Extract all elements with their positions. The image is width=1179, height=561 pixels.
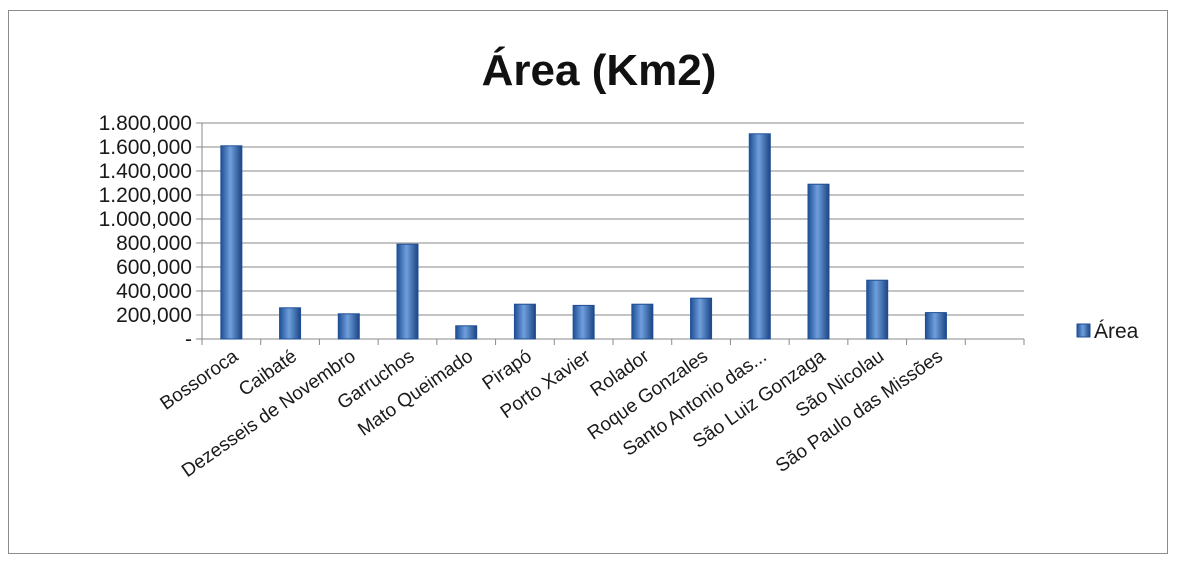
bar [748,133,771,340]
y-tick-label: 200,000 [116,304,192,327]
bar [455,325,478,340]
bar [866,279,889,340]
chart-frame: Área (Km2) -200,000 400,000 600,000 800,000… [8,10,1168,554]
y-tick-label: 800,000 [116,232,192,255]
legend-label: Área [1094,320,1139,343]
legend: Área [1076,320,1139,343]
gridlines [202,122,1024,316]
bar [279,307,302,340]
bar [807,183,830,340]
y-tick-label: 1.800,000 [99,112,192,135]
x-category-label: Bossoroca [157,346,243,415]
y-tick-label: 600,000 [116,256,192,279]
y-tick-label: 1.200,000 [99,184,192,207]
y-tick-label: 1.600,000 [99,136,192,159]
bar [337,313,360,340]
y-tick-label: 1.400,000 [99,160,192,183]
bar [924,312,947,340]
y-tick-label: - [185,328,192,351]
y-tick-label: 1.000,000 [99,208,192,231]
axes [196,122,1025,345]
y-tick-label: 400,000 [116,280,192,303]
bar-chart: Área (Km2) -200,000400,000600,000800,000… [99,45,1139,482]
legend-swatch [1076,323,1091,338]
bar [631,303,654,340]
bar [513,303,536,340]
bar [572,304,595,340]
chart-title: Área (Km2) [482,45,717,95]
bar [690,297,713,340]
bar [220,145,243,340]
bar [396,243,419,340]
y-axis-tick-labels: -200,000400,000600,000800,0001.000,0001.… [99,112,192,351]
bars [220,133,947,340]
